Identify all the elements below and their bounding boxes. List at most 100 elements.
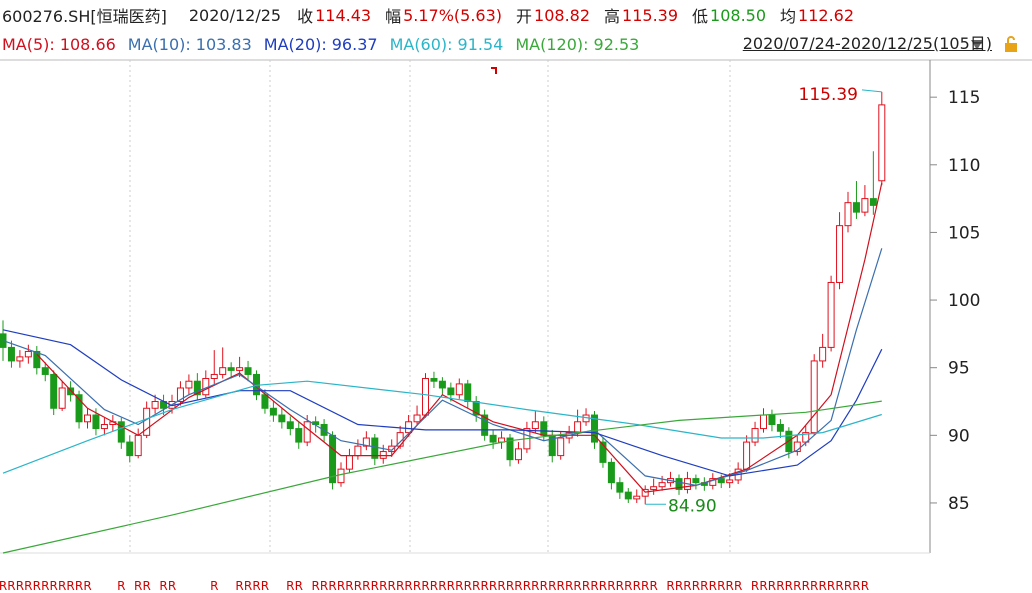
ma-line bbox=[2, 400, 882, 554]
signal: R bbox=[354, 579, 362, 593]
ma-line bbox=[2, 329, 883, 477]
candle-body bbox=[591, 414, 598, 443]
signal: R bbox=[776, 579, 784, 593]
candle-body bbox=[810, 360, 818, 434]
signal: R bbox=[142, 579, 150, 593]
candle-body bbox=[92, 414, 100, 430]
signal: R bbox=[607, 579, 615, 593]
candle-body bbox=[624, 491, 632, 500]
candle-body bbox=[67, 387, 75, 396]
y-tick-label: 110 bbox=[948, 156, 980, 176]
signal: R bbox=[548, 579, 556, 593]
candle-body bbox=[819, 346, 827, 362]
v-grid bbox=[129, 60, 731, 553]
candle-body bbox=[278, 414, 286, 423]
candle-body bbox=[33, 350, 41, 369]
symbol[interactable]: 600276.SH[恒瑞医药] bbox=[2, 7, 167, 26]
signal: R bbox=[480, 579, 488, 593]
candle-body bbox=[641, 488, 649, 497]
candle-body bbox=[852, 202, 860, 213]
signal: R bbox=[134, 579, 142, 593]
signal: R bbox=[683, 579, 691, 593]
signal: R bbox=[379, 579, 387, 593]
lock-shackle bbox=[1007, 36, 1015, 43]
dropdown-icon[interactable] bbox=[971, 40, 983, 50]
candle-body bbox=[151, 401, 159, 409]
signal: R bbox=[447, 579, 455, 593]
signal: R bbox=[700, 579, 708, 593]
signal: R bbox=[649, 579, 657, 593]
signal: R bbox=[41, 579, 49, 593]
candle-body bbox=[405, 421, 413, 434]
field-label: 开 bbox=[516, 7, 533, 26]
signal: R bbox=[168, 579, 176, 593]
field-value: 108.82 bbox=[534, 5, 591, 25]
candle-body bbox=[869, 198, 877, 206]
candle-body bbox=[574, 421, 582, 434]
quote-row: 600276.SH[恒瑞医药] 2020/12/25 收 114.43 幅 5.17%… bbox=[2, 3, 868, 27]
signal: R bbox=[58, 579, 66, 593]
candle-body bbox=[185, 380, 193, 389]
field-label: 高 bbox=[604, 7, 621, 26]
candle-body bbox=[599, 441, 607, 463]
signal: R bbox=[810, 579, 818, 593]
signal: R bbox=[616, 579, 624, 593]
candle-body bbox=[650, 486, 658, 490]
candle-body bbox=[861, 198, 869, 213]
signal: R bbox=[295, 579, 303, 593]
signal: R bbox=[709, 579, 717, 593]
signal: R bbox=[565, 579, 573, 593]
field-value: 112.62 bbox=[798, 5, 855, 25]
candle-body bbox=[227, 367, 235, 371]
signal: R bbox=[768, 579, 776, 593]
candle-body bbox=[616, 482, 624, 493]
candle-body bbox=[269, 407, 277, 416]
legend-name: MA(10): bbox=[127, 34, 191, 54]
candle-body bbox=[193, 380, 201, 396]
candle-body bbox=[760, 414, 767, 430]
candle-body bbox=[117, 421, 125, 443]
signal: R bbox=[362, 579, 370, 593]
candle-body bbox=[836, 225, 844, 283]
candle-body bbox=[210, 373, 218, 380]
signal: R bbox=[692, 579, 700, 593]
y-tick-label: 105 bbox=[948, 223, 980, 243]
signal: R bbox=[75, 579, 83, 593]
lock-icon[interactable] bbox=[1005, 36, 1017, 52]
candle-body bbox=[388, 445, 396, 453]
legend-name: MA(120): bbox=[515, 34, 589, 54]
signal: R bbox=[244, 579, 252, 593]
signal: R bbox=[599, 579, 607, 593]
candle-body bbox=[58, 387, 66, 409]
signal: R bbox=[252, 579, 260, 593]
signal: R bbox=[861, 579, 869, 593]
signal: R bbox=[557, 579, 565, 593]
signal: R bbox=[540, 579, 548, 593]
lock-body bbox=[1005, 43, 1017, 52]
signal: R bbox=[388, 579, 396, 593]
candle-body bbox=[675, 478, 683, 490]
candle-body bbox=[75, 394, 83, 423]
candle-body bbox=[413, 414, 421, 423]
date: 2020/12/25 bbox=[188, 5, 282, 25]
candle-body bbox=[134, 434, 142, 457]
candle-body bbox=[100, 424, 108, 430]
signal: R bbox=[464, 579, 472, 593]
candle-body bbox=[379, 451, 387, 459]
legend-name: MA(5): bbox=[2, 34, 55, 54]
marker-icon bbox=[491, 67, 497, 74]
candle-body bbox=[7, 346, 15, 362]
candle-body bbox=[472, 401, 480, 416]
candle-body bbox=[658, 482, 666, 488]
date-range[interactable]: 2020/07/24-2020/12/25(105日) bbox=[742, 34, 992, 53]
signal: R bbox=[666, 579, 674, 593]
candle-body bbox=[236, 367, 244, 371]
signal: R bbox=[641, 579, 649, 593]
legend-value: 92.53 bbox=[593, 34, 640, 54]
signal: R bbox=[430, 579, 438, 593]
candle-body bbox=[751, 428, 759, 443]
candle-body bbox=[455, 383, 463, 396]
y-tick-label: 95 bbox=[948, 359, 970, 379]
candle-body bbox=[709, 478, 717, 486]
